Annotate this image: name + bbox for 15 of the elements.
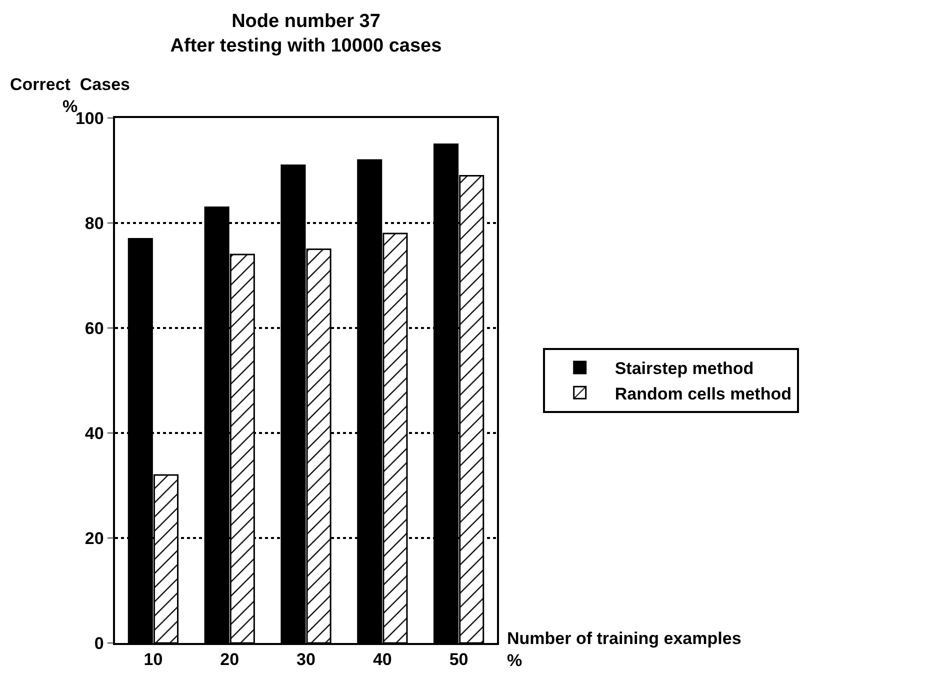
y-tick-label: 20 [84,528,104,548]
x-tick-label: 20 [220,650,240,670]
x-tick-label: 10 [144,650,163,670]
x-tick-label: 40 [372,650,392,670]
chart-subtitle: After testing with 10000 cases [170,36,442,57]
legend-label: Stairstep method [614,359,754,378]
y-tick-label: 0 [94,634,104,653]
x-tick-label: 50 [449,650,468,670]
x-axis-title: Number of training examples % [507,629,742,670]
text: Random cells method [614,384,792,404]
y-tick-label: 80 [84,214,104,233]
y-tick-label: 40 [84,424,104,443]
y-tick-label: 60 [84,318,104,338]
chart-title: Node number 37 [232,10,380,32]
x-tick-label: 30 [296,650,316,670]
